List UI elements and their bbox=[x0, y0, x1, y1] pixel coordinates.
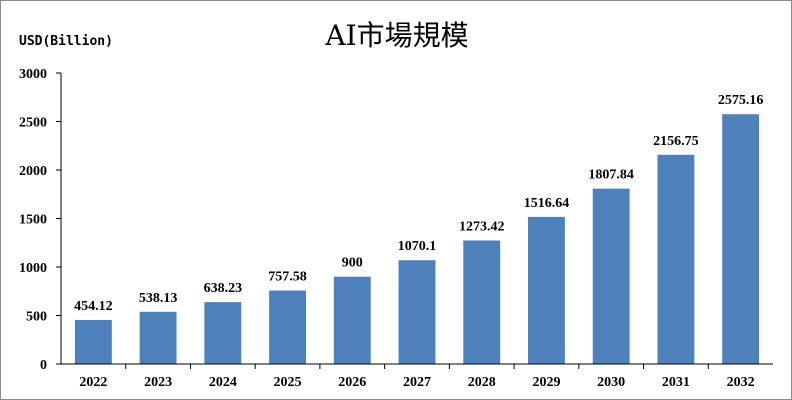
y-axis-unit-label: USD(Billion) bbox=[19, 34, 113, 49]
y-tick-label: 1000 bbox=[19, 261, 47, 276]
data-label-2023: 538.13 bbox=[139, 291, 178, 306]
y-tick-label: 0 bbox=[40, 358, 47, 373]
y-tick-label: 1500 bbox=[19, 213, 47, 228]
x-tick-label-2025: 2025 bbox=[274, 375, 302, 390]
bar-2030 bbox=[592, 188, 630, 364]
bar-data-labels: 454.12 538.13 638.23 757.58 900 1070.1 1273.42… bbox=[74, 93, 763, 314]
x-axis-ticks: 2022 2023 2024 2025 2026 2027 2028 2029 2030 2031… bbox=[79, 364, 755, 390]
x-tick-label-2024: 2024 bbox=[209, 375, 237, 390]
bar-2024 bbox=[204, 302, 242, 364]
data-label-2031: 2156.75 bbox=[653, 134, 699, 149]
data-label-2022: 454.12 bbox=[74, 299, 113, 314]
x-tick-label-2029: 2029 bbox=[532, 375, 560, 390]
y-tick-label: 2500 bbox=[19, 116, 47, 131]
data-label-2024: 638.23 bbox=[204, 281, 243, 296]
x-tick-label-2032: 2032 bbox=[727, 375, 755, 390]
bar-2026 bbox=[333, 276, 371, 364]
x-tick-label-2031: 2031 bbox=[662, 375, 690, 390]
x-tick-label-2030: 2030 bbox=[597, 375, 625, 390]
bar-2023 bbox=[139, 311, 177, 364]
chart-title: AI市場規模 bbox=[324, 19, 468, 52]
y-axis-ticks: 0 500 1000 1500 2000 2500 3000 bbox=[19, 67, 61, 373]
bar-2028 bbox=[463, 240, 501, 364]
bar-2032 bbox=[722, 114, 760, 365]
data-label-2030: 1807.84 bbox=[588, 168, 634, 183]
x-tick-label-2023: 2023 bbox=[144, 375, 172, 390]
data-label-2029: 1516.64 bbox=[524, 196, 570, 211]
bar-2029 bbox=[528, 216, 565, 364]
data-label-2028: 1273.42 bbox=[459, 219, 505, 234]
bar-2031 bbox=[657, 154, 695, 364]
y-tick-label: 500 bbox=[26, 310, 47, 325]
bar-2022 bbox=[74, 319, 112, 364]
y-tick-label: 2000 bbox=[19, 164, 47, 179]
bar-2027 bbox=[398, 260, 436, 364]
data-label-2025: 757.58 bbox=[268, 270, 307, 285]
bar-2025 bbox=[269, 290, 306, 364]
data-label-2032: 2575.16 bbox=[718, 93, 764, 108]
data-label-2026: 900 bbox=[342, 256, 363, 271]
x-tick-label-2028: 2028 bbox=[468, 375, 496, 390]
data-label-2027: 1070.1 bbox=[398, 239, 437, 254]
x-tick-label-2027: 2027 bbox=[403, 375, 431, 390]
x-tick-label-2026: 2026 bbox=[338, 375, 366, 390]
x-tick-label-2022: 2022 bbox=[79, 375, 107, 390]
y-tick-label: 3000 bbox=[19, 67, 47, 82]
bars bbox=[74, 114, 760, 365]
